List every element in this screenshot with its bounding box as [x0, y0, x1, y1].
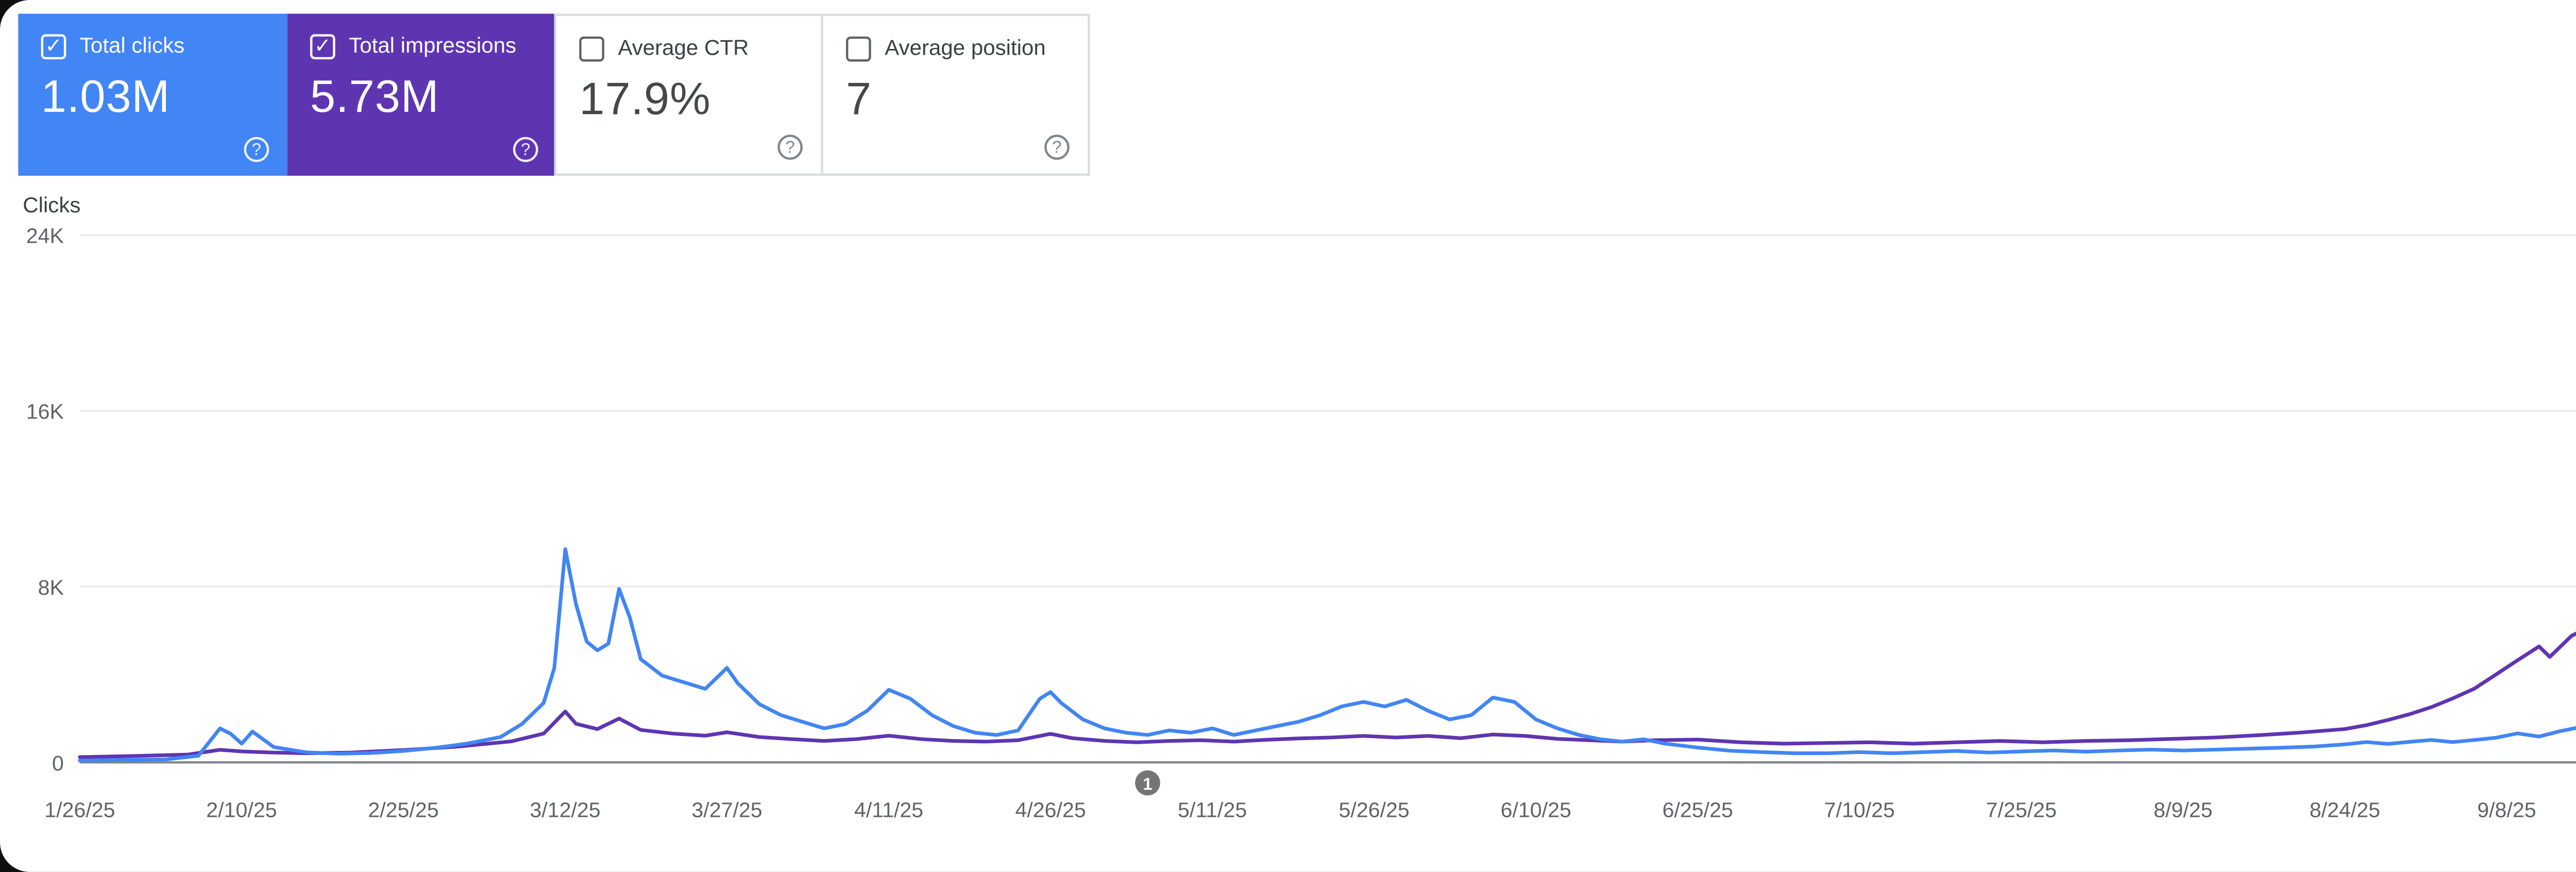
x-axis-tick: 6/10/25: [1501, 798, 1571, 822]
help-icon[interactable]: [244, 137, 269, 162]
card-average-position[interactable]: Average position 7: [821, 13, 1090, 176]
left-axis-tick: 16K: [26, 400, 64, 424]
card-header: Average CTR: [579, 36, 798, 62]
total-impressions-label: Total impressions: [349, 34, 517, 60]
total-clicks-label: Total clicks: [79, 34, 185, 60]
x-axis-tick: 2/25/25: [368, 798, 438, 822]
x-axis-tick: 9/8/25: [2477, 798, 2536, 822]
x-axis-tick: 7/25/25: [1986, 798, 2057, 822]
card-average-ctr[interactable]: Average CTR 17.9%: [554, 13, 823, 176]
total-clicks-checkbox[interactable]: [41, 34, 66, 60]
x-axis-tick: 4/26/25: [1015, 798, 1086, 822]
left-axis-title: Clicks: [23, 194, 81, 220]
x-axis-tick: 8/9/25: [2154, 798, 2212, 822]
x-axis-tick: 4/11/25: [854, 798, 923, 822]
average-position-label: Average position: [885, 36, 1046, 62]
performance-chart: 24K150K16K100K8K50K001/26/252/10/252/25/…: [26, 224, 2576, 822]
average-position-checkbox[interactable]: [846, 36, 871, 62]
impressions-line: [78, 631, 2576, 759]
x-axis-tick: 5/11/25: [1178, 798, 1247, 822]
x-axis-tick: 3/27/25: [691, 798, 762, 822]
clicks-line: [78, 547, 2576, 763]
x-axis-tick: 7/10/25: [1824, 798, 1895, 822]
help-icon[interactable]: [1044, 135, 1070, 160]
average-ctr-value: 17.9%: [579, 75, 711, 126]
card-total-impressions[interactable]: Total impressions 5.73M: [287, 13, 556, 176]
x-axis-tick: 3/12/25: [530, 798, 600, 822]
left-axis-tick: 0: [52, 751, 64, 775]
x-axis-tick: 1/26/25: [44, 798, 115, 822]
help-icon[interactable]: [777, 135, 803, 160]
metric-cards: Total clicks 1.03M Total impressions 5.7…: [18, 13, 1090, 176]
x-axis-tick: 5/26/25: [1339, 798, 1410, 822]
card-total-clicks[interactable]: Total clicks 1.03M: [18, 13, 287, 176]
card-header: Average position: [846, 36, 1065, 62]
help-icon[interactable]: [513, 137, 538, 162]
annotation-marker[interactable]: [1135, 770, 1160, 796]
total-clicks-value: 1.03M: [41, 73, 171, 124]
total-impressions-checkbox[interactable]: [310, 34, 335, 60]
x-axis-tick: 6/25/25: [1663, 798, 1733, 822]
total-impressions-value: 5.73M: [310, 73, 439, 124]
card-header: Total clicks: [41, 34, 265, 60]
average-ctr-label: Average CTR: [618, 36, 749, 62]
x-axis-tick: 2/10/25: [206, 798, 277, 822]
x-axis-tick: 8/24/25: [2310, 798, 2380, 822]
left-axis-tick: 24K: [26, 224, 64, 248]
average-position-value: 7: [846, 75, 872, 126]
card-header: Total impressions: [310, 34, 534, 60]
average-ctr-checkbox[interactable]: [579, 36, 604, 62]
left-axis-tick: 8K: [38, 576, 64, 599]
annotation-label: 1: [1143, 775, 1152, 794]
